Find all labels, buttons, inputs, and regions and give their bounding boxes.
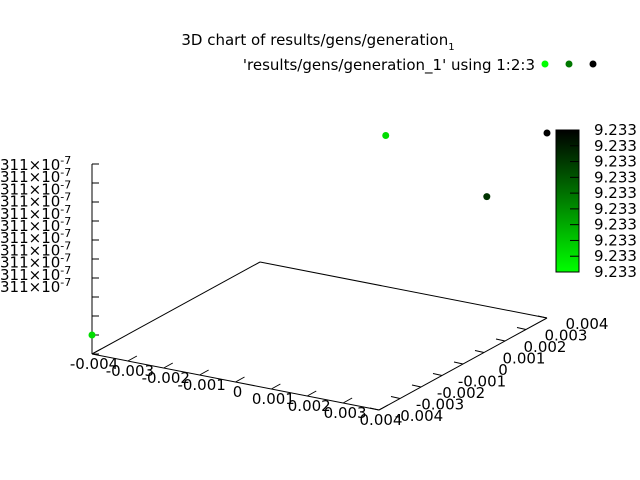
y-tick-mark: [369, 407, 380, 411]
colorbar-label: 9.233: [594, 231, 637, 249]
x-tick-mark: [342, 397, 353, 404]
z-tick-label: 311×10-7: [0, 276, 71, 296]
z-tick-label: 311×10-7: [0, 227, 71, 247]
x-tick-mark: [235, 376, 245, 383]
colorbar-label: 9.233: [594, 168, 637, 186]
x-tick-mark: [91, 348, 102, 355]
x-tick-label: 0.004: [360, 411, 403, 429]
z-tick-label: 311×10-7: [0, 203, 71, 223]
colorbar-gradient: [555, 129, 580, 273]
z-tick-label: 311×10-7: [0, 239, 71, 259]
y-tick-label: 0.003: [545, 327, 588, 345]
colorbar-label: 9.233: [594, 153, 637, 171]
z-tick-label: 311×10-7: [0, 215, 71, 235]
z-tick-label: 311×10-7: [0, 191, 71, 211]
y-tick-label: -0.004: [395, 407, 443, 425]
y-tick-mark: [537, 315, 548, 319]
colorbar-label: 9.233: [594, 200, 637, 218]
x-tick-mark: [307, 390, 317, 397]
z-tick-label: 311×10-7: [0, 166, 71, 186]
x-tick-label: -0.003: [106, 362, 154, 380]
legend-markers: [541, 60, 597, 68]
x-tick-label: 0.002: [288, 397, 331, 415]
x-tick-label: 0.001: [252, 390, 295, 408]
z-tick-label: 311×10-7: [0, 252, 71, 272]
x-tick-label: -0.004: [70, 355, 118, 373]
y-tick-mark: [495, 338, 506, 342]
z-tick-label: 311×10-7: [0, 264, 71, 284]
x-tick-label: -0.002: [142, 369, 190, 387]
z-tick-label: 311×10-7: [0, 154, 71, 174]
y-tick-mark: [432, 373, 443, 376]
colorbar-label: 9.233: [594, 184, 637, 202]
legend-marker: [565, 60, 573, 68]
y-tick-label: 0.002: [524, 338, 567, 356]
legend-marker: [541, 60, 549, 68]
colorbar-label: 9.233: [594, 216, 637, 234]
y-tick-label: 0.001: [503, 350, 546, 368]
z-tick-label: 311×10-7: [0, 178, 71, 198]
colorbar-label: 9.233: [594, 121, 637, 139]
y-tick-mark: [411, 384, 422, 388]
y-tick-mark: [453, 361, 464, 365]
y-tick-label: -0.003: [416, 396, 464, 414]
y-tick-labels: -0.004-0.003-0.002-0.00100.0010.0020.003…: [395, 315, 609, 425]
x-tick-mark: [163, 362, 173, 369]
x-tick-mark: [271, 383, 281, 390]
legend-entry-label: 'results/gens/generation_1' using 1:2:3: [243, 56, 535, 75]
y-tick-label: 0: [498, 361, 508, 379]
x-tick-mark: [378, 404, 389, 411]
z-tick-labels: 311×10-7311×10-7311×10-7311×10-7311×10-7…: [0, 154, 71, 296]
x-tick-label: 0: [233, 383, 243, 401]
base-edge-x-back: [259, 261, 548, 319]
colorbar-marker: [543, 129, 551, 137]
data-point: [88, 331, 96, 339]
colorbar-label: 9.233: [594, 263, 637, 281]
y-tick-mark: [516, 327, 527, 330]
colorbar-label: 9.233: [594, 247, 637, 265]
data-point: [382, 131, 390, 139]
data-point: [483, 193, 491, 201]
y-tick-label: 0.004: [566, 315, 609, 333]
legend-marker: [589, 60, 597, 68]
colorbar-label: 9.233: [594, 137, 637, 155]
y-tick-label: -0.001: [458, 373, 506, 391]
chart-title: 3D chart of results/gens/generation1: [181, 31, 454, 53]
x-tick-label: 0.003: [324, 404, 367, 422]
colorbar: 9.2339.2339.2339.2339.2339.2339.2339.233…: [543, 121, 637, 281]
y-tick-mark: [390, 396, 401, 399]
y-tick-mark: [474, 350, 485, 353]
base-edge-y-left: [91, 261, 261, 355]
x-tick-label: -0.001: [177, 376, 225, 394]
x-tick-mark: [199, 369, 209, 376]
x-tick-labels: -0.004-0.003-0.002-0.001 0 0.0010.0020.003…: [70, 355, 403, 429]
y-tick-label: -0.002: [437, 384, 485, 402]
data-points: [88, 131, 491, 339]
x-tick-mark: [127, 355, 138, 362]
